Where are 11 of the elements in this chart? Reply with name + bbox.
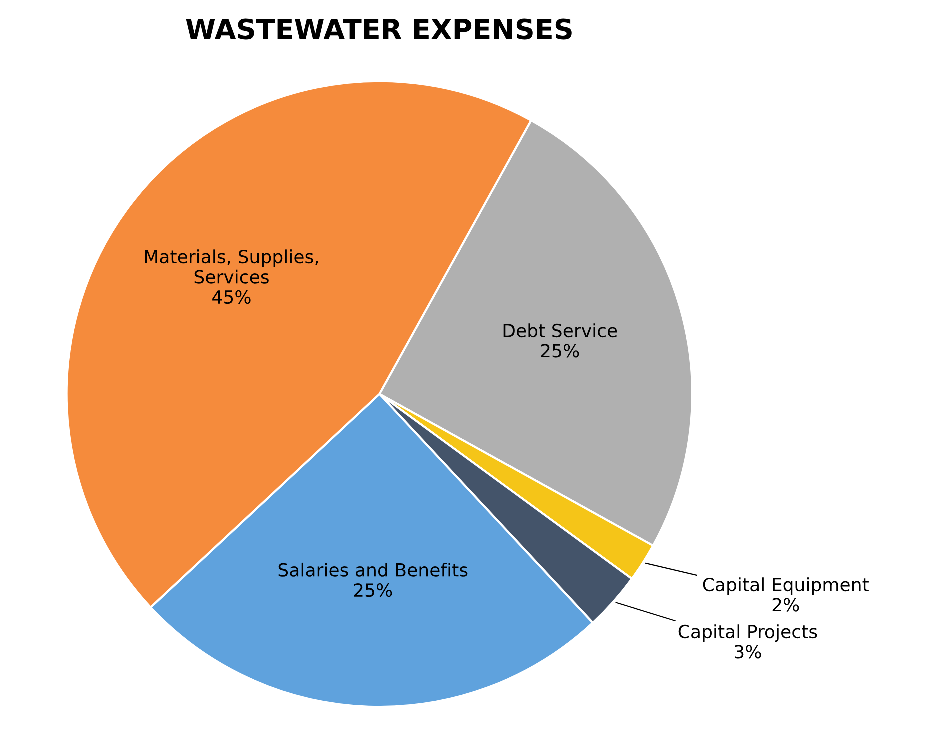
data-label: 2%	[772, 598, 800, 612]
slice-label: Salaries and Benefits	[278, 562, 468, 577]
data-label: 45%	[212, 290, 251, 304]
slice-label: Capital Projects	[678, 624, 818, 642]
slice-label: Debt Service	[504, 324, 618, 338]
slice-label: Materials, Supplies, Services	[145, 250, 318, 284]
data-label: 25%	[541, 344, 580, 358]
data-label: 3%	[735, 645, 762, 659]
chart-title: WASTEWATER EXPENSES	[186, 18, 572, 40]
data-label: 25%	[354, 583, 392, 598]
slice-label: Capital Equipment	[703, 578, 869, 596]
